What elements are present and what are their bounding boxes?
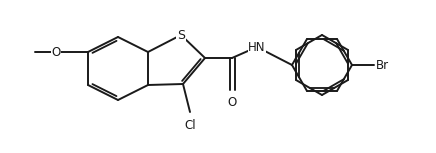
- Text: O: O: [228, 96, 237, 109]
- Text: Cl: Cl: [184, 119, 196, 132]
- Text: O: O: [51, 45, 61, 58]
- Text: HN: HN: [248, 41, 266, 54]
- Text: S: S: [177, 28, 185, 41]
- Text: Br: Br: [376, 58, 389, 71]
